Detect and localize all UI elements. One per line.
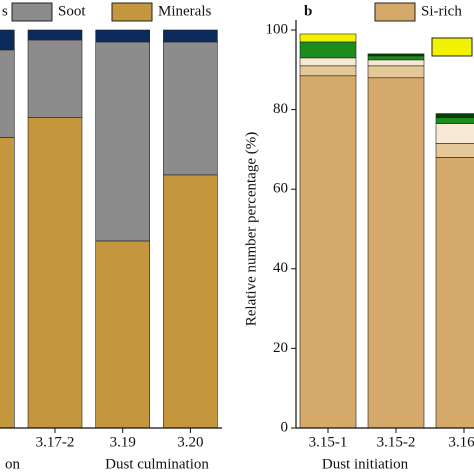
y-tick-label: 40: [273, 260, 288, 276]
bar-segment: [435, 123, 474, 144]
bar-segment: [95, 41, 150, 242]
legend-label: Minerals: [158, 3, 211, 19]
x-tick-label: 3.20: [177, 434, 203, 450]
y-axis-title: Relative number percentage (%): [243, 132, 259, 327]
bar-segment: [299, 57, 357, 67]
bar-segment: [0, 49, 15, 138]
bar-segment: [299, 33, 357, 43]
bar-segment: [435, 157, 474, 429]
bar-segment: [367, 77, 425, 429]
bar-segment: [367, 59, 425, 67]
group-label: Dust initiation: [322, 456, 409, 472]
y-tick-label: 0: [281, 419, 289, 435]
bar-segment: [367, 53, 425, 57]
bar-segment: [0, 137, 15, 429]
bar-segment: [367, 55, 425, 61]
x-tick-label: 3.17-2: [36, 434, 75, 450]
bar-segment: [435, 113, 474, 118]
legend-label: s: [2, 3, 8, 19]
bar-segment: [27, 39, 83, 118]
group-label: on: [5, 456, 21, 472]
bar-segment: [299, 41, 357, 59]
bar-segment: [95, 29, 150, 43]
y-tick-label: 100: [266, 21, 289, 37]
bar-segment: [299, 75, 357, 429]
bar-segment: [367, 65, 425, 79]
bar-segment: [27, 117, 83, 429]
panel-label: b: [304, 3, 312, 19]
bar-segment: [95, 240, 150, 429]
bar-segment: [27, 29, 83, 41]
legend-swatch: [111, 2, 153, 22]
bar-segment: [163, 29, 218, 43]
y-tick-label: 20: [273, 340, 288, 356]
group-label: Dust culmination: [105, 456, 209, 472]
legend-swatch: [431, 37, 473, 57]
bar-segment: [163, 41, 218, 176]
bar-segment: [299, 65, 357, 77]
legend-label: Soot: [58, 3, 86, 19]
legend-swatch: [374, 2, 416, 22]
legend-swatch: [11, 2, 53, 22]
legend-label: Si-rich: [421, 3, 462, 19]
bar-segment: [0, 29, 15, 51]
x-tick-label: 3.16-: [448, 434, 474, 450]
bar-segment: [435, 117, 474, 124]
y-tick-label: 60: [273, 181, 288, 197]
bar-segment: [163, 174, 218, 429]
bar-segment: [435, 143, 474, 158]
x-tick-label: 3.15-1: [309, 434, 348, 450]
y-tick-label: 80: [273, 101, 288, 117]
x-tick-label: 3.19: [110, 434, 136, 450]
x-tick-label: 3.15-2: [377, 434, 416, 450]
